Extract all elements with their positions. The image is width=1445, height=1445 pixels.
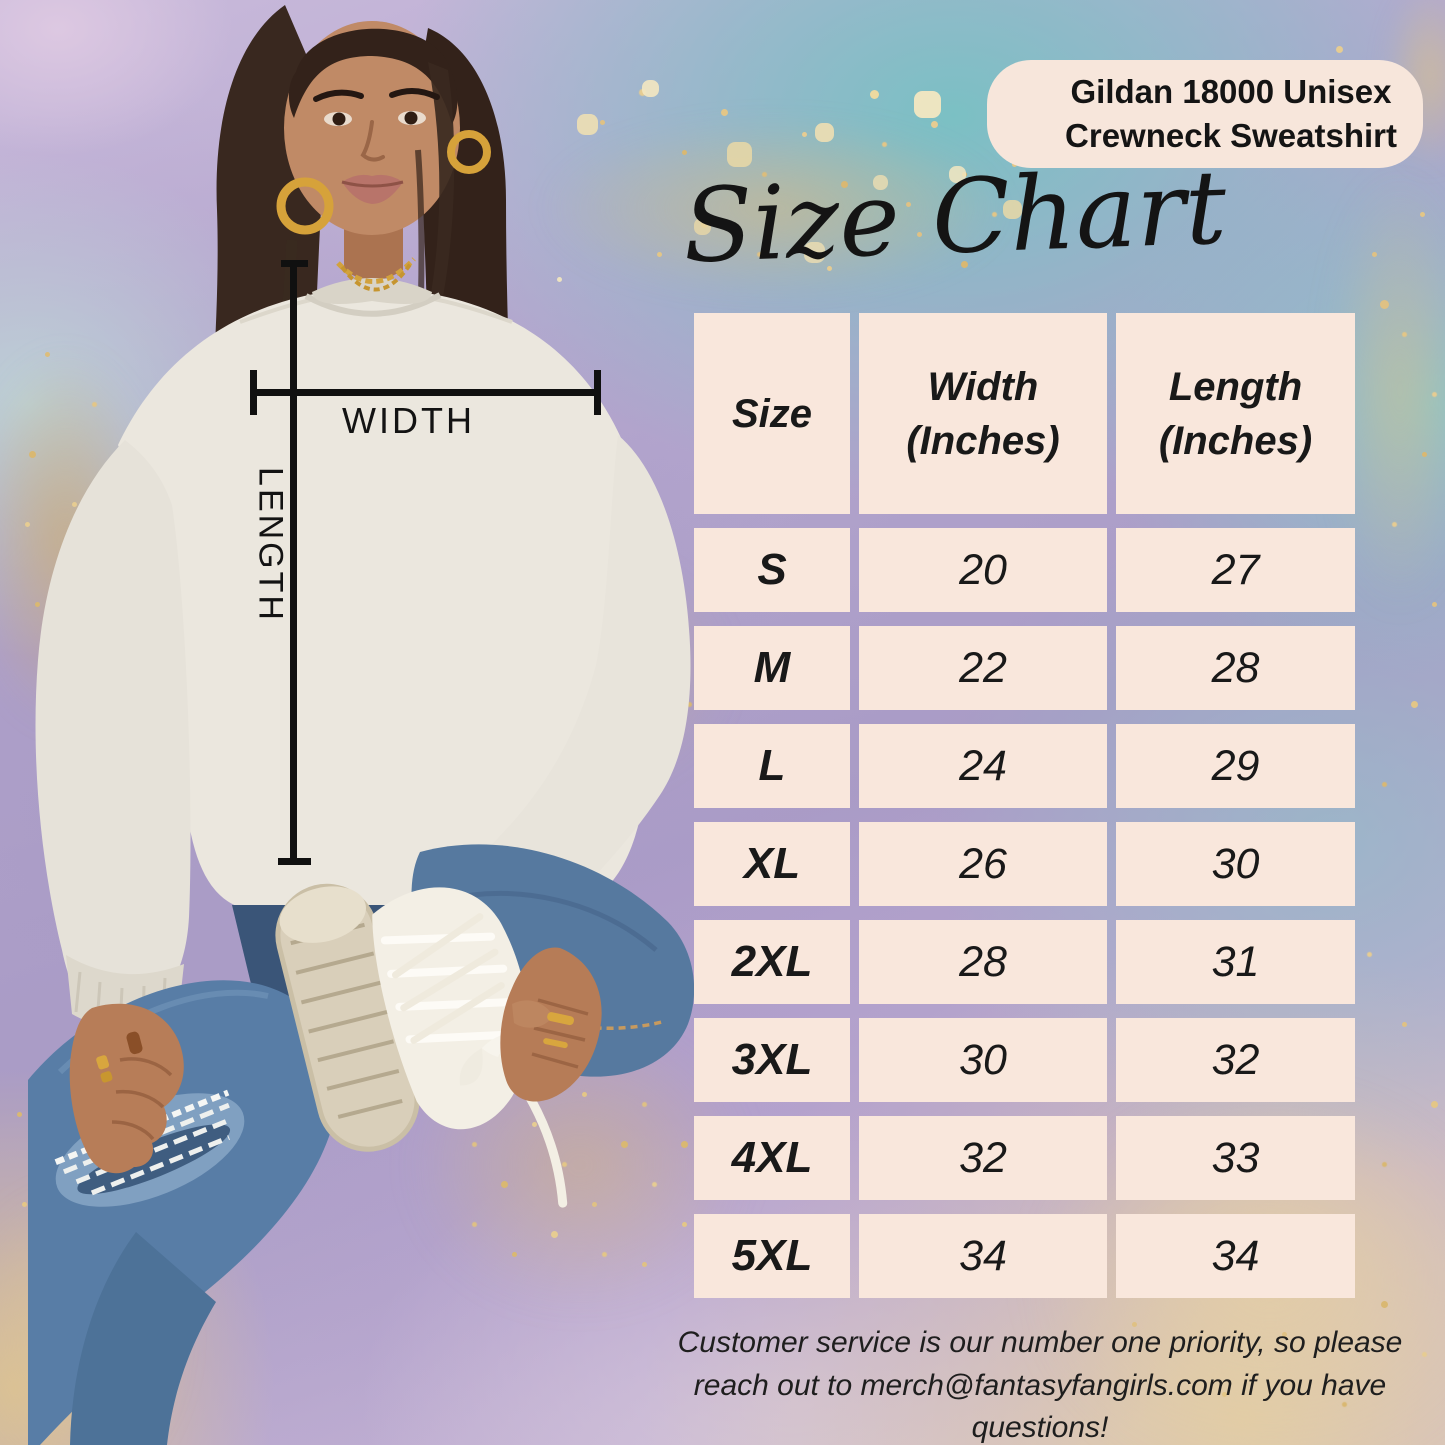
product-badge: Gildan 18000 Unisex Crewneck Sweatshirt bbox=[987, 60, 1423, 168]
length-label: LENGTH bbox=[251, 467, 290, 623]
width-line-right-cap bbox=[594, 370, 601, 415]
width-line-left-cap bbox=[250, 370, 257, 415]
size-cell: 5XL bbox=[694, 1214, 850, 1298]
size-cell: 3XL bbox=[694, 1018, 850, 1102]
width-cell: 34 bbox=[859, 1214, 1107, 1298]
width-measure-line bbox=[252, 389, 600, 396]
customer-service-note: Customer service is our number one prior… bbox=[677, 1326, 1403, 1445]
size-cell: S bbox=[694, 528, 850, 612]
width-cell: 24 bbox=[859, 724, 1107, 808]
size-cell: 4XL bbox=[694, 1116, 850, 1200]
length-line-bottom-cap bbox=[278, 858, 311, 865]
length-cell: 32 bbox=[1116, 1018, 1355, 1102]
width-cell: 32 bbox=[859, 1116, 1107, 1200]
width-label: WIDTH bbox=[342, 400, 475, 441]
model-photo bbox=[28, 5, 695, 1445]
width-cell: 26 bbox=[859, 822, 1107, 906]
size-cell: M bbox=[694, 626, 850, 710]
size-cell: 2XL bbox=[694, 920, 850, 1004]
length-cell: 31 bbox=[1116, 920, 1355, 1004]
width-cell: 30 bbox=[859, 1018, 1107, 1102]
column-header-width: Width (Inches) bbox=[859, 313, 1107, 514]
column-header-length: Length (Inches) bbox=[1116, 313, 1355, 514]
size-chart-table: Size Width (Inches) Length (Inches) S 20… bbox=[694, 313, 1355, 1298]
length-cell: 28 bbox=[1116, 626, 1355, 710]
width-cell: 20 bbox=[859, 528, 1107, 612]
length-line-top-cap bbox=[281, 260, 308, 267]
width-cell: 28 bbox=[859, 920, 1107, 1004]
width-cell: 22 bbox=[859, 626, 1107, 710]
length-cell: 33 bbox=[1116, 1116, 1355, 1200]
size-cell: L bbox=[694, 724, 850, 808]
page-title: Size Chart bbox=[681, 148, 1229, 287]
product-name: Gildan 18000 Unisex Crewneck Sweatshirt bbox=[1065, 73, 1397, 154]
length-cell: 27 bbox=[1116, 528, 1355, 612]
length-cell: 29 bbox=[1116, 724, 1355, 808]
length-cell: 30 bbox=[1116, 822, 1355, 906]
column-header-size: Size bbox=[694, 313, 850, 514]
length-cell: 34 bbox=[1116, 1214, 1355, 1298]
size-cell: XL bbox=[694, 822, 850, 906]
length-measure-line bbox=[290, 263, 297, 865]
